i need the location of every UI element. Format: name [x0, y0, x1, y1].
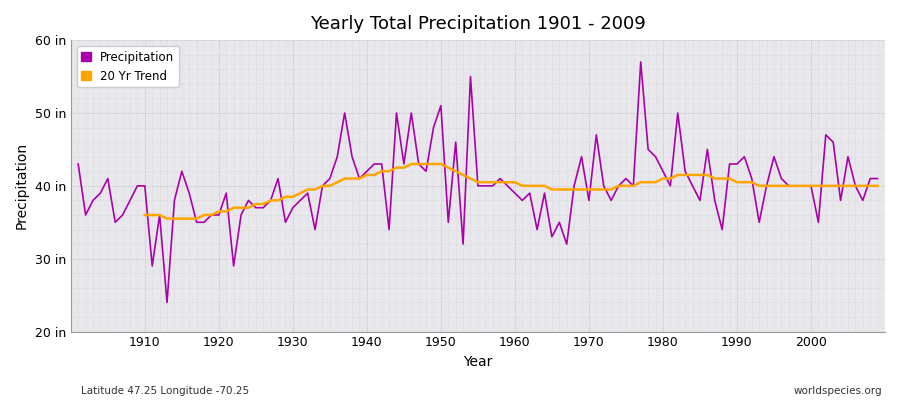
Text: Latitude 47.25 Longitude -70.25: Latitude 47.25 Longitude -70.25 [81, 386, 249, 396]
Y-axis label: Precipitation: Precipitation [15, 142, 29, 230]
X-axis label: Year: Year [464, 355, 492, 369]
Text: worldspecies.org: worldspecies.org [794, 386, 882, 396]
Title: Yearly Total Precipitation 1901 - 2009: Yearly Total Precipitation 1901 - 2009 [310, 15, 646, 33]
Legend: Precipitation, 20 Yr Trend: Precipitation, 20 Yr Trend [76, 46, 179, 87]
